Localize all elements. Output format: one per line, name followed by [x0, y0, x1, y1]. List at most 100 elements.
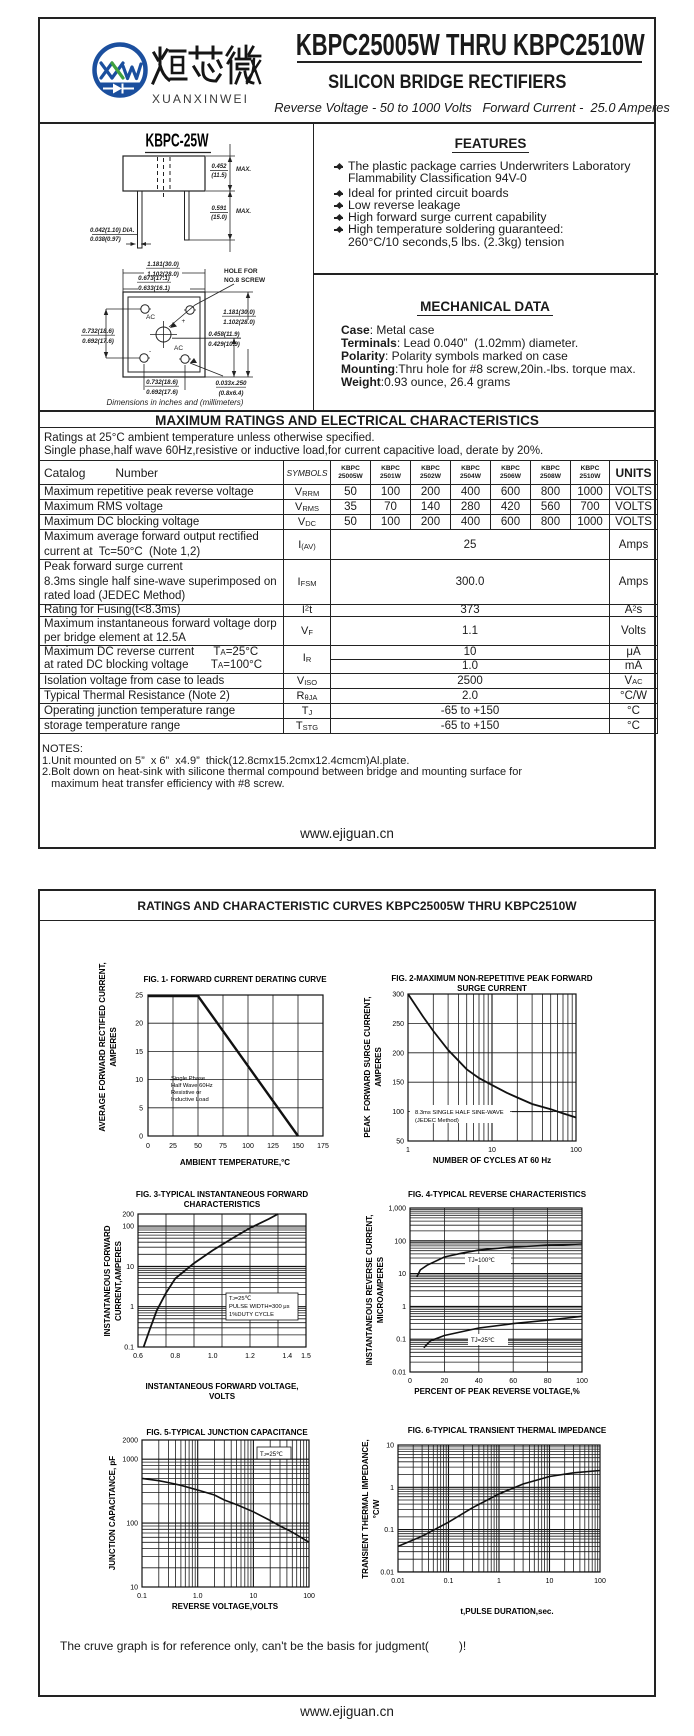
svg-text:1,000: 1,000	[388, 1206, 406, 1213]
svg-text:JUNCTION CAPACITANCE, pF: JUNCTION CAPACITANCE, pF	[108, 1456, 117, 1570]
svg-text:KBPC-25W: KBPC-25W	[146, 131, 209, 151]
svg-text:0.038(0.97): 0.038(0.97)	[90, 237, 121, 243]
svg-text:125: 125	[267, 1143, 279, 1150]
svg-text:t,PULSE DURATION,sec.: t,PULSE DURATION,sec.	[460, 1607, 553, 1616]
svg-text:CHARACTERISTICS: CHARACTERISTICS	[184, 1200, 261, 1209]
svg-text:NUMBER OF CYCLES AT 60 Hz: NUMBER OF CYCLES AT 60 Hz	[433, 1156, 551, 1165]
svg-text:FIG. 3-TYPICAL INSTANTANEOUS F: FIG. 3-TYPICAL INSTANTANEOUS FORWARD	[136, 1190, 309, 1199]
svg-text:100: 100	[122, 1224, 134, 1231]
svg-text:0.458(11.9): 0.458(11.9)	[208, 331, 239, 338]
svg-text:AMPERES: AMPERES	[374, 1047, 383, 1087]
svg-text:0.01: 0.01	[380, 1569, 394, 1576]
svg-text:100: 100	[303, 1593, 315, 1600]
svg-text:0.1: 0.1	[396, 1337, 406, 1344]
svg-text:100: 100	[394, 1238, 406, 1245]
svg-text:250: 250	[392, 1021, 404, 1028]
svg-text:1.2: 1.2	[245, 1353, 255, 1360]
svg-text:1.102(28.0): 1.102(28.0)	[147, 271, 179, 278]
svg-text:1: 1	[406, 1147, 410, 1154]
svg-text:2000: 2000	[122, 1438, 138, 1445]
svg-text:Half Wave 60Hz: Half Wave 60Hz	[171, 1083, 213, 1089]
svg-text:INSTANTANEOUS FORWARD: INSTANTANEOUS FORWARD	[103, 1225, 112, 1336]
svg-text:AC: AC	[146, 314, 155, 321]
svg-text:HOLE FOR: HOLE FOR	[224, 268, 258, 275]
svg-text:150: 150	[392, 1080, 404, 1087]
svg-text:1.4: 1.4	[282, 1353, 292, 1360]
svg-text:0: 0	[146, 1143, 150, 1150]
svg-text:0.429(10.9): 0.429(10.9)	[208, 341, 240, 348]
svg-text:100: 100	[570, 1147, 582, 1154]
svg-text:VOLTS: VOLTS	[209, 1392, 236, 1401]
svg-text:PULSE WIDTH=300 μs: PULSE WIDTH=300 μs	[229, 1304, 290, 1310]
svg-text:Inductive Load: Inductive Load	[171, 1097, 209, 1103]
svg-text:25: 25	[169, 1143, 177, 1150]
svg-text:TJ=100℃: TJ=100℃	[468, 1258, 495, 1264]
svg-text:0.1: 0.1	[444, 1578, 454, 1585]
svg-text:1.0: 1.0	[208, 1353, 218, 1360]
svg-text:FIG. 6-TYPICAL TRANSIENT THERM: FIG. 6-TYPICAL TRANSIENT THERMAL IMPEDAN…	[408, 1426, 607, 1435]
svg-text:+: +	[182, 318, 186, 325]
svg-text:0.633(16.1): 0.633(16.1)	[138, 285, 170, 292]
svg-text:0.452: 0.452	[211, 164, 227, 170]
svg-text:1.5: 1.5	[301, 1353, 311, 1360]
svg-text:0.033x.250: 0.033x.250	[216, 380, 248, 387]
svg-text:25: 25	[135, 993, 143, 1000]
svg-text:PERCENT OF PEAK REVERSE VOLTAG: PERCENT OF PEAK REVERSE VOLTAGE,%	[414, 1387, 580, 1396]
svg-text:0.01: 0.01	[392, 1370, 406, 1377]
svg-text:0.692(17.6): 0.692(17.6)	[82, 338, 114, 345]
svg-text:FIG. 5-TYPICAL JUNCTION CAPACI: FIG. 5-TYPICAL JUNCTION CAPACITANCE	[146, 1428, 308, 1437]
svg-text:10: 10	[398, 1271, 406, 1278]
svg-text:1.0: 1.0	[193, 1593, 203, 1600]
svg-text:0: 0	[408, 1378, 412, 1385]
svg-text:XUANXINWEI: XUANXINWEI	[152, 92, 249, 106]
svg-text:AVERAGE FORWARD RECTIFIED CURR: AVERAGE FORWARD RECTIFIED CURRENT,	[98, 962, 107, 1132]
svg-text:1%DUTY CYCLE: 1%DUTY CYCLE	[229, 1312, 274, 1318]
svg-text:100: 100	[576, 1378, 588, 1385]
svg-text:80: 80	[544, 1378, 552, 1385]
svg-text:-: -	[149, 348, 151, 355]
svg-text:Single Phase: Single Phase	[171, 1076, 205, 1082]
svg-text:20: 20	[441, 1378, 449, 1385]
svg-text:150: 150	[292, 1143, 304, 1150]
svg-text:FIG. 1- FORWARD CURRENT DERATI: FIG. 1- FORWARD CURRENT DERATING CURVE	[143, 975, 327, 984]
svg-text:0.8: 0.8	[170, 1353, 180, 1360]
svg-text:0.1: 0.1	[124, 1345, 134, 1352]
svg-text:0.673(17.1): 0.673(17.1)	[138, 275, 170, 282]
svg-text:AMBIENT TEMPERATURE,°C: AMBIENT TEMPERATURE,°C	[180, 1158, 290, 1167]
svg-text:1.181(30.0): 1.181(30.0)	[147, 261, 179, 268]
svg-text:75: 75	[219, 1143, 227, 1150]
svg-text:(11.5): (11.5)	[211, 173, 226, 179]
svg-text:10: 10	[130, 1585, 138, 1592]
svg-text:10: 10	[126, 1264, 134, 1271]
svg-text:100: 100	[594, 1578, 606, 1585]
svg-text:1.181(30.0): 1.181(30.0)	[223, 309, 255, 316]
svg-text:TJ=25℃: TJ=25℃	[471, 1338, 495, 1344]
svg-text:Dimensions in inches and (mill: Dimensions in inches and (millimeters)	[107, 398, 244, 407]
svg-text:1: 1	[402, 1304, 406, 1311]
svg-text:MAX.: MAX.	[236, 209, 251, 215]
svg-text:15: 15	[135, 1049, 143, 1056]
svg-text:1.102(28.0): 1.102(28.0)	[223, 319, 255, 326]
svg-text:SURGE CURRENT: SURGE CURRENT	[457, 984, 527, 993]
svg-text:0: 0	[139, 1134, 143, 1141]
svg-text:FIG. 2-MAXIMUM NON-REPETITIVE: FIG. 2-MAXIMUM NON-REPETITIVE PEAK FORWA…	[391, 974, 592, 983]
svg-text:TJ=25℃: TJ=25℃	[229, 1296, 252, 1302]
svg-text:AC: AC	[174, 345, 183, 352]
svg-text:0.01: 0.01	[391, 1578, 405, 1585]
svg-text:200: 200	[392, 1050, 404, 1057]
svg-text:PEAK FORWARD SURGE CURRENT,: PEAK FORWARD SURGE CURRENT,	[363, 996, 372, 1137]
svg-text:8.3ms SINGLE HALF SINE-WAVE: 8.3ms SINGLE HALF SINE-WAVE	[415, 1110, 504, 1116]
svg-text:100: 100	[126, 1521, 138, 1528]
svg-text:INSTANTANEOUS FORWARD VOLTAGE,: INSTANTANEOUS FORWARD VOLTAGE,	[145, 1382, 298, 1391]
svg-text:MAX.: MAX.	[236, 167, 251, 173]
svg-text:1000: 1000	[122, 1457, 138, 1464]
svg-text:(JEDEC Method): (JEDEC Method)	[415, 1118, 459, 1124]
svg-text:50: 50	[194, 1143, 202, 1150]
svg-text:0.1: 0.1	[384, 1527, 394, 1534]
svg-text:REVERSE VOLTAGE,VOLTS: REVERSE VOLTAGE,VOLTS	[172, 1602, 279, 1611]
svg-text:AMPERES: AMPERES	[109, 1027, 118, 1067]
svg-text:Resistive or: Resistive or	[171, 1090, 201, 1096]
svg-text:50: 50	[396, 1139, 404, 1146]
svg-text:TRANSIENT THERMAL IMPEDANCE,: TRANSIENT THERMAL IMPEDANCE,	[361, 1439, 370, 1578]
svg-text:0.042(1.10) DIA.: 0.042(1.10) DIA.	[90, 228, 135, 234]
